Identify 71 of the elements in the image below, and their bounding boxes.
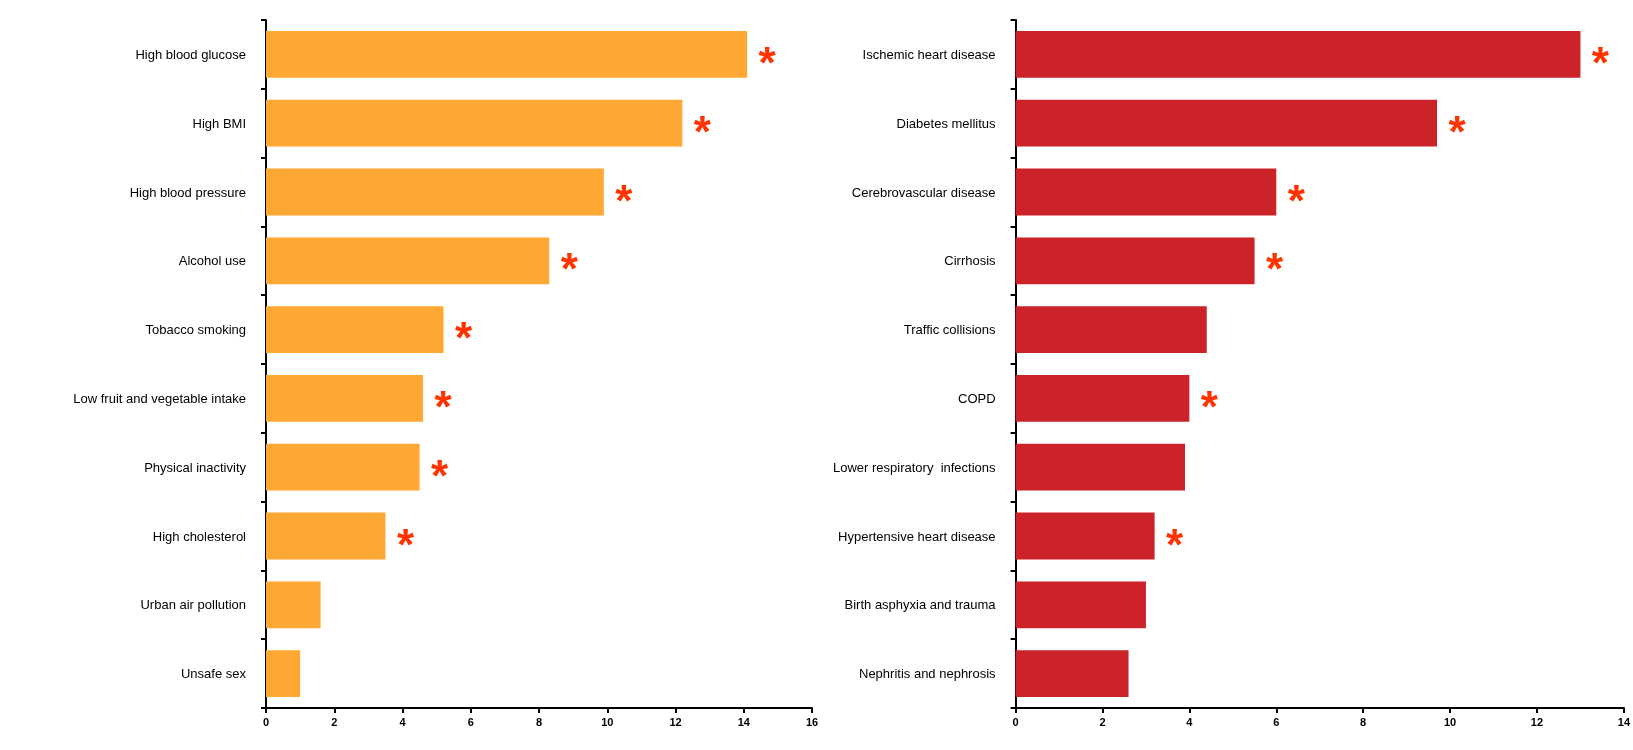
bar <box>266 375 423 422</box>
x-tick-label: 2 <box>331 715 338 728</box>
bar <box>1015 375 1190 422</box>
y-tick-label: Unsafe sex <box>180 666 247 682</box>
y-tick-label: High blood pressure <box>129 184 246 200</box>
x-tick-label: 4 <box>399 715 407 728</box>
bar <box>266 443 420 491</box>
y-tick-label: High blood glucose <box>135 46 246 62</box>
y-tick-label: Physical inactivity <box>144 459 247 475</box>
annotation: * <box>396 519 415 569</box>
y-tick-label: Nephritis and nephrosis <box>858 666 997 682</box>
bar <box>266 306 444 353</box>
bar <box>1015 237 1255 285</box>
bar <box>1015 168 1277 216</box>
y-tick-label: Ischemic heart disease <box>862 46 996 62</box>
x-tick-label: 12 <box>1530 715 1544 728</box>
annotation: * <box>693 106 712 156</box>
x-tick-label: 12 <box>669 715 682 728</box>
annotation: * <box>431 450 449 500</box>
y-tick-label: Cerebrovascular disease <box>851 184 996 200</box>
bar <box>266 237 550 285</box>
bar <box>266 168 604 216</box>
annotation: * <box>1200 381 1219 431</box>
bar <box>1015 512 1155 560</box>
y-tick-label: Hypertensive heart disease <box>838 528 996 544</box>
y-tick-label: Traffic collisions <box>903 322 997 338</box>
bar <box>266 31 748 78</box>
bar <box>1015 581 1146 629</box>
annotation: * <box>1166 519 1185 569</box>
bar <box>266 650 301 697</box>
annotation: * <box>1287 175 1306 225</box>
bar <box>1015 99 1438 147</box>
bar <box>1015 650 1129 697</box>
x-tick-label: 14 <box>1617 715 1631 728</box>
y-tick-label: Birth asphyxia and trauma <box>844 597 997 613</box>
annotation: * <box>615 175 634 225</box>
x-tick-label: 4 <box>1186 715 1194 728</box>
annotation: * <box>1448 106 1467 156</box>
x-tick-label: 10 <box>601 715 614 728</box>
y-tick-label: Lower respiratory infections <box>832 459 997 475</box>
x-tick-label: 0 <box>1012 715 1019 728</box>
x-tick-label: 6 <box>467 715 474 728</box>
bar <box>1015 306 1207 353</box>
annotation: * <box>560 244 579 294</box>
x-tick-label: 10 <box>1443 715 1457 728</box>
x-tick-label: 16 <box>805 715 819 728</box>
y-tick-label: High cholesterol <box>152 528 247 544</box>
bar <box>266 99 683 147</box>
y-tick-label: Cirrhosis <box>944 253 997 269</box>
y-tick-label: Urban air pollution <box>140 597 246 613</box>
annotation: * <box>1265 244 1284 294</box>
x-tick-label: 8 <box>1360 715 1367 728</box>
y-tick-label: Low fruit and vegetable intake <box>73 390 246 406</box>
bar <box>266 512 386 560</box>
y-tick-label: COPD <box>958 390 996 406</box>
x-tick-label: 0 <box>262 715 270 728</box>
x-tick-label: 14 <box>737 715 751 728</box>
annotation: * <box>434 381 453 431</box>
bar <box>266 581 321 629</box>
x-tick-label: 8 <box>535 715 543 728</box>
annotation: * <box>758 37 777 87</box>
annotation: * <box>1591 37 1610 87</box>
annotation: * <box>454 313 473 363</box>
y-tick-label: Diabetes mellitus <box>896 115 997 131</box>
bar <box>1015 443 1186 491</box>
y-tick-label: Alcohol use <box>178 253 246 269</box>
y-tick-label: Tobacco smoking <box>145 322 246 338</box>
bar <box>1015 31 1581 78</box>
x-tick-label: 6 <box>1273 715 1280 728</box>
x-tick-label: 2 <box>1099 715 1106 728</box>
y-tick-label: High BMI <box>192 115 246 131</box>
